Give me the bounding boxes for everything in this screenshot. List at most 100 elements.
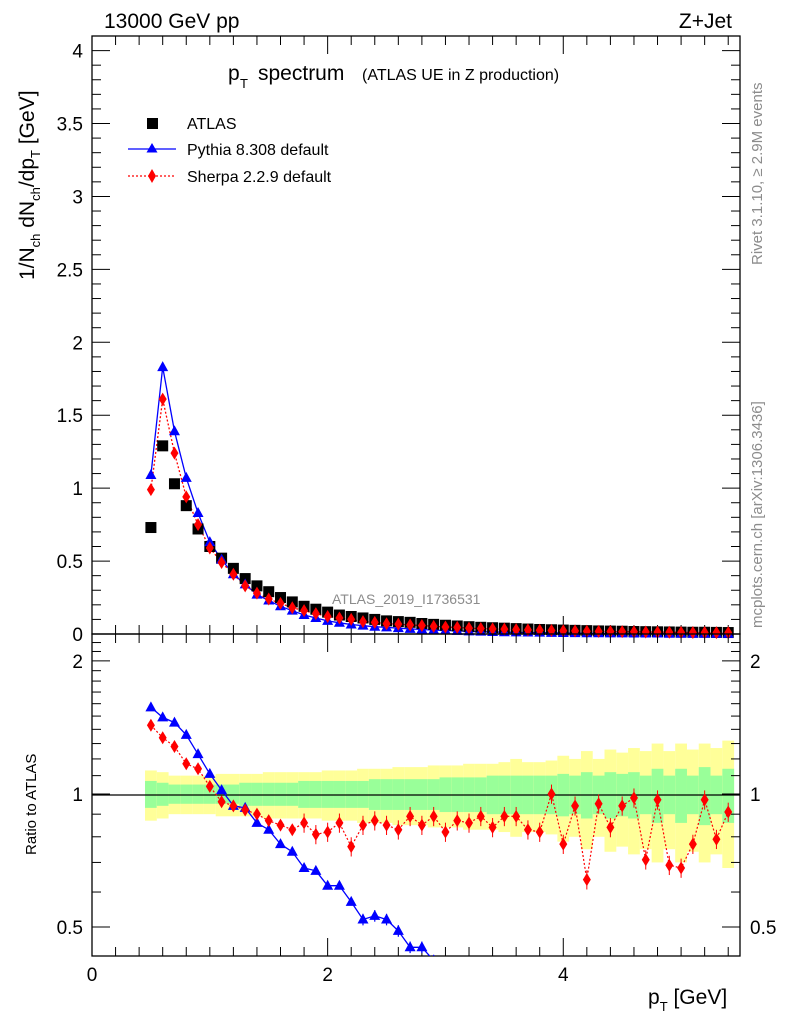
sherpa-ratio-point xyxy=(217,795,226,809)
ratio-ytick-label: 1 xyxy=(72,785,83,806)
pythia-ratio-point xyxy=(157,711,169,722)
sherpa-ratio-point xyxy=(724,805,733,819)
title-extra: (ATLAS UE in Z production) xyxy=(362,67,559,84)
ratio-frame xyxy=(91,633,741,957)
sherpa-point xyxy=(724,626,733,640)
pythia-point xyxy=(192,506,204,517)
sherpa-ratio-point xyxy=(512,809,521,823)
pythia-ratio-point xyxy=(263,823,275,834)
ylabel-part-3: /dp xyxy=(16,158,39,187)
sherpa-ratio-point xyxy=(417,818,426,832)
sherpa-ratio-point xyxy=(582,873,591,887)
sherpa-ratio-point xyxy=(547,787,556,801)
sherpa-point xyxy=(665,625,674,639)
atlas-point xyxy=(180,500,192,512)
sherpa-ratio-point xyxy=(523,823,532,837)
band-green xyxy=(675,768,687,823)
main-axis-ticks: 0 0.5 1 1.5 2 2.5 3 3.5 4 xyxy=(57,36,740,646)
sherpa-ratio-point xyxy=(653,793,662,807)
sherpa-point xyxy=(677,625,686,639)
pythia-ratio-point xyxy=(180,728,192,739)
atlas-point xyxy=(251,580,263,592)
side-caption-bottom: mcplots.cern.ch [arXiv:1306.3436] xyxy=(749,401,766,628)
sherpa-point xyxy=(429,619,438,633)
ylabel-sub-1: ch xyxy=(28,234,43,248)
main-ytick-label: 0 xyxy=(72,625,83,646)
sherpa-point xyxy=(488,622,497,636)
sherpa-ratio-point xyxy=(594,797,603,811)
legend-pythia-marker xyxy=(146,143,158,153)
sherpa-ratio-point xyxy=(194,762,203,776)
sherpa-point xyxy=(300,604,309,618)
sherpa-point xyxy=(170,446,179,460)
sherpa-ratio-point xyxy=(323,825,332,839)
sherpa-ratio-point xyxy=(535,825,544,839)
ratio-ytick-label-right: 1 xyxy=(750,785,761,806)
sherpa-point xyxy=(441,620,450,634)
band-green xyxy=(215,784,228,804)
legend-sherpa-marker xyxy=(148,169,156,183)
sherpa-point xyxy=(382,617,391,631)
sherpa-ratio-point xyxy=(488,820,497,834)
pythia-ratio-point xyxy=(345,895,357,906)
sherpa-ratio-point xyxy=(571,799,580,813)
sherpa-point xyxy=(217,556,226,570)
sherpa-ratio-point xyxy=(394,823,403,837)
sherpa-point xyxy=(276,596,285,610)
sherpa-ratio-point xyxy=(358,818,367,832)
sherpa-ratio-point xyxy=(335,816,344,830)
sherpa-point xyxy=(146,483,155,497)
sherpa-ratio-point xyxy=(453,814,462,828)
analysis-watermark: ATLAS_2019_I1736531 xyxy=(332,591,481,607)
xlabel-unit: [GeV] xyxy=(668,986,728,1009)
sherpa-ratio-point xyxy=(264,814,273,828)
pythia-ratio-point xyxy=(404,941,416,952)
pythia-ratio-point xyxy=(275,838,287,849)
ylabel-part-4: [GeV] xyxy=(16,90,39,150)
pythia-point xyxy=(180,471,192,482)
sherpa-point xyxy=(406,618,415,632)
sherpa-ratio-point xyxy=(158,731,167,745)
main-marks xyxy=(145,361,734,640)
pythia-ratio-point xyxy=(216,784,228,795)
sherpa-ratio-point xyxy=(665,858,674,872)
pythia-ratio-point xyxy=(145,701,157,712)
band-green xyxy=(274,782,287,806)
band-green xyxy=(180,784,193,804)
sherpa-point xyxy=(641,625,650,639)
pythia-ratio-point xyxy=(392,924,404,935)
title-subscript: T xyxy=(240,76,248,91)
main-ytick-label: 2.5 xyxy=(57,260,83,281)
sherpa-ratio-point xyxy=(641,853,650,867)
sherpa-ratio-point xyxy=(688,837,697,851)
main-ytick-label: 2 xyxy=(72,333,83,354)
header-right: Z+Jet xyxy=(679,10,732,33)
sherpa-ratio-point xyxy=(476,809,485,823)
sherpa-point xyxy=(194,518,203,532)
pythia-ratio-point xyxy=(357,913,369,924)
sherpa-point xyxy=(205,541,214,555)
ratio-series xyxy=(145,701,733,956)
sherpa-ratio-point xyxy=(429,809,438,823)
xlabel: pT [GeV] xyxy=(648,986,727,1014)
main-ylabel: 1/Nch dNch/dpT [GeV] xyxy=(16,90,43,280)
sherpa-point xyxy=(394,617,403,631)
xlabel-sub: T xyxy=(660,999,668,1014)
main-ytick-label: 1 xyxy=(72,479,83,500)
legend-atlas-marker xyxy=(147,118,158,129)
sherpa-ratio-point xyxy=(500,809,509,823)
ratio-ylabel: Ratio to ATLAS xyxy=(23,754,40,855)
sherpa-point xyxy=(712,626,721,640)
sherpa-ratio-point xyxy=(382,818,391,832)
sherpa-point xyxy=(606,625,615,639)
sherpa-ratio-point xyxy=(677,861,686,875)
sherpa-point xyxy=(311,607,320,621)
plot-title: p T spectrum (ATLAS UE in Z production) xyxy=(228,62,559,91)
pythia-ratio-point xyxy=(168,716,180,727)
pythia-ratio-point xyxy=(286,845,298,856)
xtick-label: 2 xyxy=(322,965,333,986)
sherpa-point xyxy=(323,609,332,623)
sherpa-point xyxy=(688,626,697,640)
band-green xyxy=(203,784,216,804)
